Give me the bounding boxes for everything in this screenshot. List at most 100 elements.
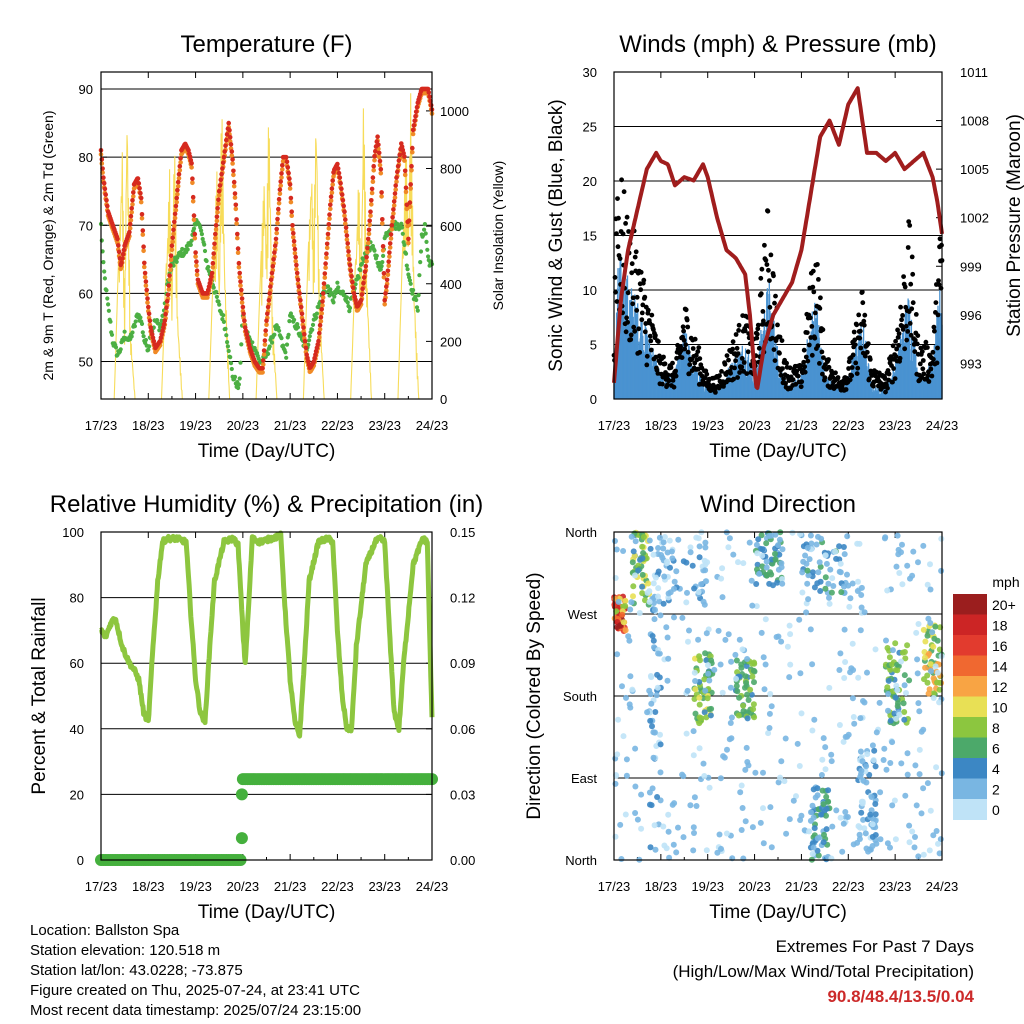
temp-2m-point xyxy=(105,203,110,209)
gust-point xyxy=(742,328,748,334)
temp-2m-point xyxy=(291,238,297,244)
direction-point xyxy=(626,637,633,644)
temp-2m-point xyxy=(347,262,353,268)
direction-point xyxy=(779,576,786,582)
direction-point xyxy=(663,624,670,631)
direction-point xyxy=(807,626,814,633)
temp-2m-point xyxy=(119,260,124,266)
temp-9m-point xyxy=(236,265,242,270)
dewpoint-point xyxy=(347,305,353,311)
temp-9m-point xyxy=(371,168,377,173)
gust-point xyxy=(726,357,731,363)
gust-point xyxy=(614,231,619,237)
gust-point xyxy=(812,310,818,316)
temp-2m-point xyxy=(299,311,305,317)
gust-point xyxy=(795,373,801,379)
temp-9m-point xyxy=(328,206,333,212)
dewpoint-point xyxy=(393,226,398,231)
gust-point xyxy=(811,289,817,295)
temp-9m-point xyxy=(291,243,297,248)
gust-point xyxy=(793,381,799,387)
direction-point xyxy=(623,756,630,763)
gust-point xyxy=(617,256,623,261)
gust-point xyxy=(658,360,663,366)
direction-point xyxy=(665,828,672,835)
temp-2m-point xyxy=(387,250,392,255)
extremes-summary: Extremes For Past 7 Days (High/Low/Max W… xyxy=(673,934,974,1009)
direction-point xyxy=(734,688,741,695)
direction-point xyxy=(899,649,906,656)
temp-9m-point xyxy=(322,275,328,280)
direction-point xyxy=(744,691,751,698)
temp-9m-point xyxy=(233,206,239,212)
direction-point xyxy=(739,646,746,653)
temp-9m-point xyxy=(409,168,414,173)
direction-point xyxy=(859,798,866,805)
direction-point xyxy=(726,535,733,542)
gust-point xyxy=(862,353,868,359)
gust-point xyxy=(624,315,629,321)
direction-point xyxy=(840,820,847,827)
direction-point xyxy=(803,560,810,567)
gust-point xyxy=(683,342,689,348)
gust-point xyxy=(888,354,894,359)
temp-9m-point xyxy=(275,220,280,226)
temp-2m-point xyxy=(338,181,343,186)
direction-point xyxy=(823,826,830,833)
direction-point xyxy=(798,812,805,819)
temp-2m-point xyxy=(349,274,354,279)
temp-2m-point xyxy=(99,157,105,162)
temp-2m-point xyxy=(320,299,325,304)
wind_direction-title: Wind Direction xyxy=(700,491,856,518)
gust-point xyxy=(762,242,767,248)
temp-9m-point xyxy=(319,311,325,316)
gust-point xyxy=(897,355,903,361)
temp-2m-point xyxy=(290,223,295,228)
direction-point xyxy=(887,666,894,673)
temp-2m-point xyxy=(330,178,336,183)
temp-9m-point xyxy=(370,179,376,184)
gust-point xyxy=(759,266,765,272)
x-tick-label: 21/23 xyxy=(274,879,307,894)
y2-tick-label: 400 xyxy=(440,277,462,292)
colorbar-label: 12 xyxy=(992,679,1008,695)
temp-2m-point xyxy=(147,318,153,324)
direction-point xyxy=(930,695,937,701)
temp-2m-point xyxy=(141,244,146,249)
gust-point xyxy=(625,319,630,325)
direction-point xyxy=(808,540,815,547)
gust-point xyxy=(820,327,826,333)
dewpoint-point xyxy=(410,291,415,296)
dewpoint-point xyxy=(223,326,228,331)
gust-point xyxy=(867,357,873,362)
direction-point xyxy=(899,581,906,588)
direction-point xyxy=(842,659,849,665)
direction-point xyxy=(622,811,629,818)
extremes-title: Extremes For Past 7 Days xyxy=(775,937,974,956)
direction-point xyxy=(753,541,760,548)
gust-point xyxy=(910,271,916,277)
temp-2m-point xyxy=(393,183,399,188)
direction-point xyxy=(798,710,805,717)
gust-point xyxy=(783,381,788,386)
gust-point xyxy=(756,345,762,351)
gust-point xyxy=(899,317,904,323)
dewpoint-point xyxy=(328,287,333,292)
gust-point xyxy=(902,346,908,352)
direction-point xyxy=(628,599,635,606)
temp-2m-point xyxy=(343,225,349,230)
gust-point xyxy=(639,317,645,323)
dewpoint-point xyxy=(356,275,361,280)
temp-2m-point xyxy=(382,297,388,303)
direction-point xyxy=(931,635,938,642)
direction-point xyxy=(781,778,788,785)
y-axis-label: 2m & 9m T (Red, Orange) & 2m Td (Green) xyxy=(40,111,56,381)
temp-2m-point xyxy=(170,235,175,241)
temp-2m-point xyxy=(379,190,384,195)
temp-9m-point xyxy=(368,213,373,218)
direction-point xyxy=(902,655,909,662)
dewpoint-point xyxy=(236,385,241,391)
direction-point xyxy=(667,589,674,596)
direction-point xyxy=(922,638,929,645)
x-tick-label: 21/23 xyxy=(785,879,818,894)
